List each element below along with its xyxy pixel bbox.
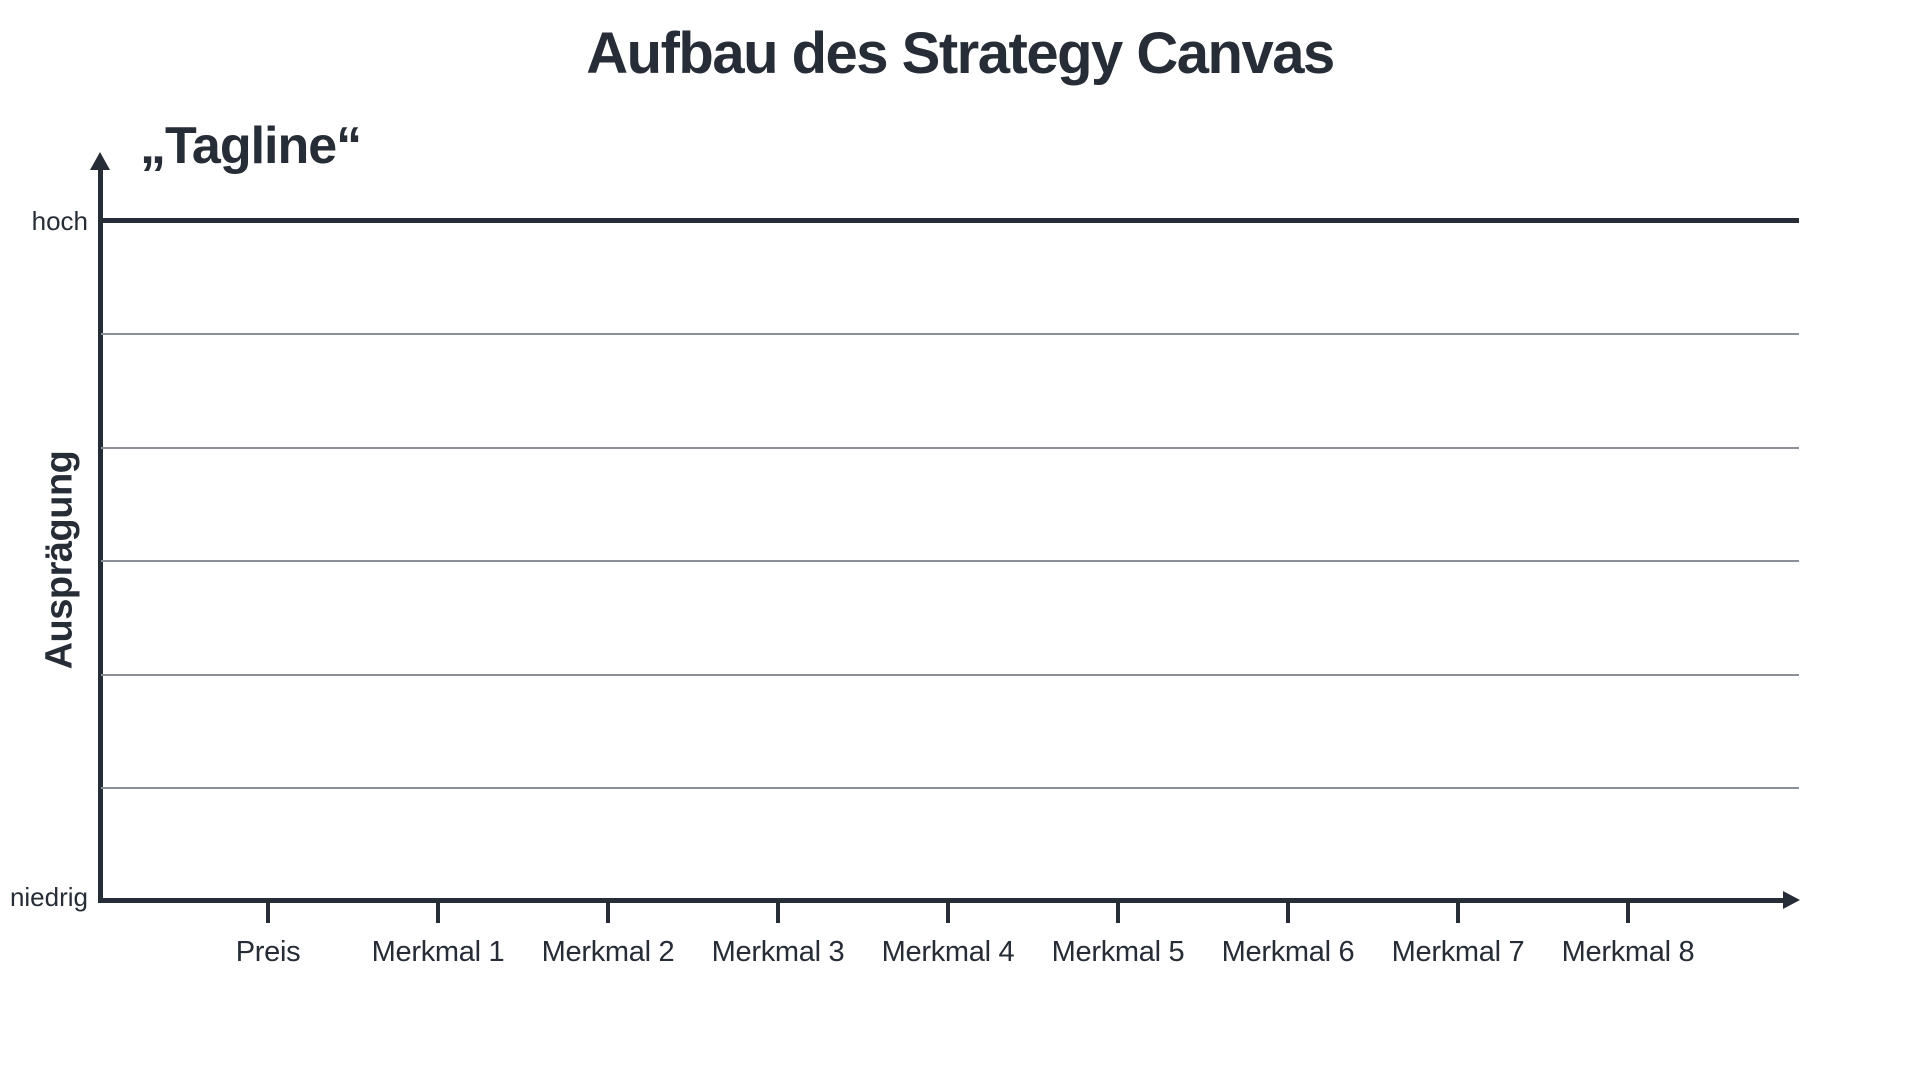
chart-title: Aufbau des Strategy Canvas [586,21,1335,86]
y-axis-arrow-icon [90,152,110,170]
x-axis-tick [946,903,950,923]
x-axis-label-merkmal-8: Merkmal 8 [1561,936,1695,968]
x-axis-tick [1286,903,1290,923]
x-axis-tick [606,903,610,923]
x-axis-label-preis: Preis [235,936,301,968]
x-axis-arrow-icon [1783,891,1800,909]
x-axis-label-merkmal-2: Merkmal 2 [541,936,675,968]
gridline [101,447,1799,449]
x-axis-tick [776,903,780,923]
x-axis-tick [1456,903,1460,923]
x-axis-label-merkmal-6: Merkmal 6 [1221,936,1355,968]
x-axis-label-merkmal-7: Merkmal 7 [1391,936,1525,968]
y-axis-title: Ausprägung [38,450,81,670]
x-axis-label-merkmal-4: Merkmal 4 [881,936,1015,968]
tagline-annotation: „Tagline“ [140,117,362,175]
x-axis-tick [1626,903,1630,923]
y-tick-label-hoch: hoch [31,206,88,236]
y-axis-line [98,168,103,903]
x-axis-label-merkmal-1: Merkmal 1 [371,936,505,968]
gridline-top-hoch [98,218,1799,223]
x-axis-line [98,898,1786,903]
gridline [101,674,1799,676]
gridline [101,787,1799,789]
gridline [101,333,1799,335]
x-axis-tick [1116,903,1120,923]
y-tick-label-niedrig: niedrig [9,882,88,912]
x-axis-tick [436,903,440,923]
x-axis-label-merkmal-5: Merkmal 5 [1051,936,1185,968]
x-axis-tick [266,903,270,923]
x-axis-label-merkmal-3: Merkmal 3 [711,936,845,968]
gridline [101,560,1799,562]
